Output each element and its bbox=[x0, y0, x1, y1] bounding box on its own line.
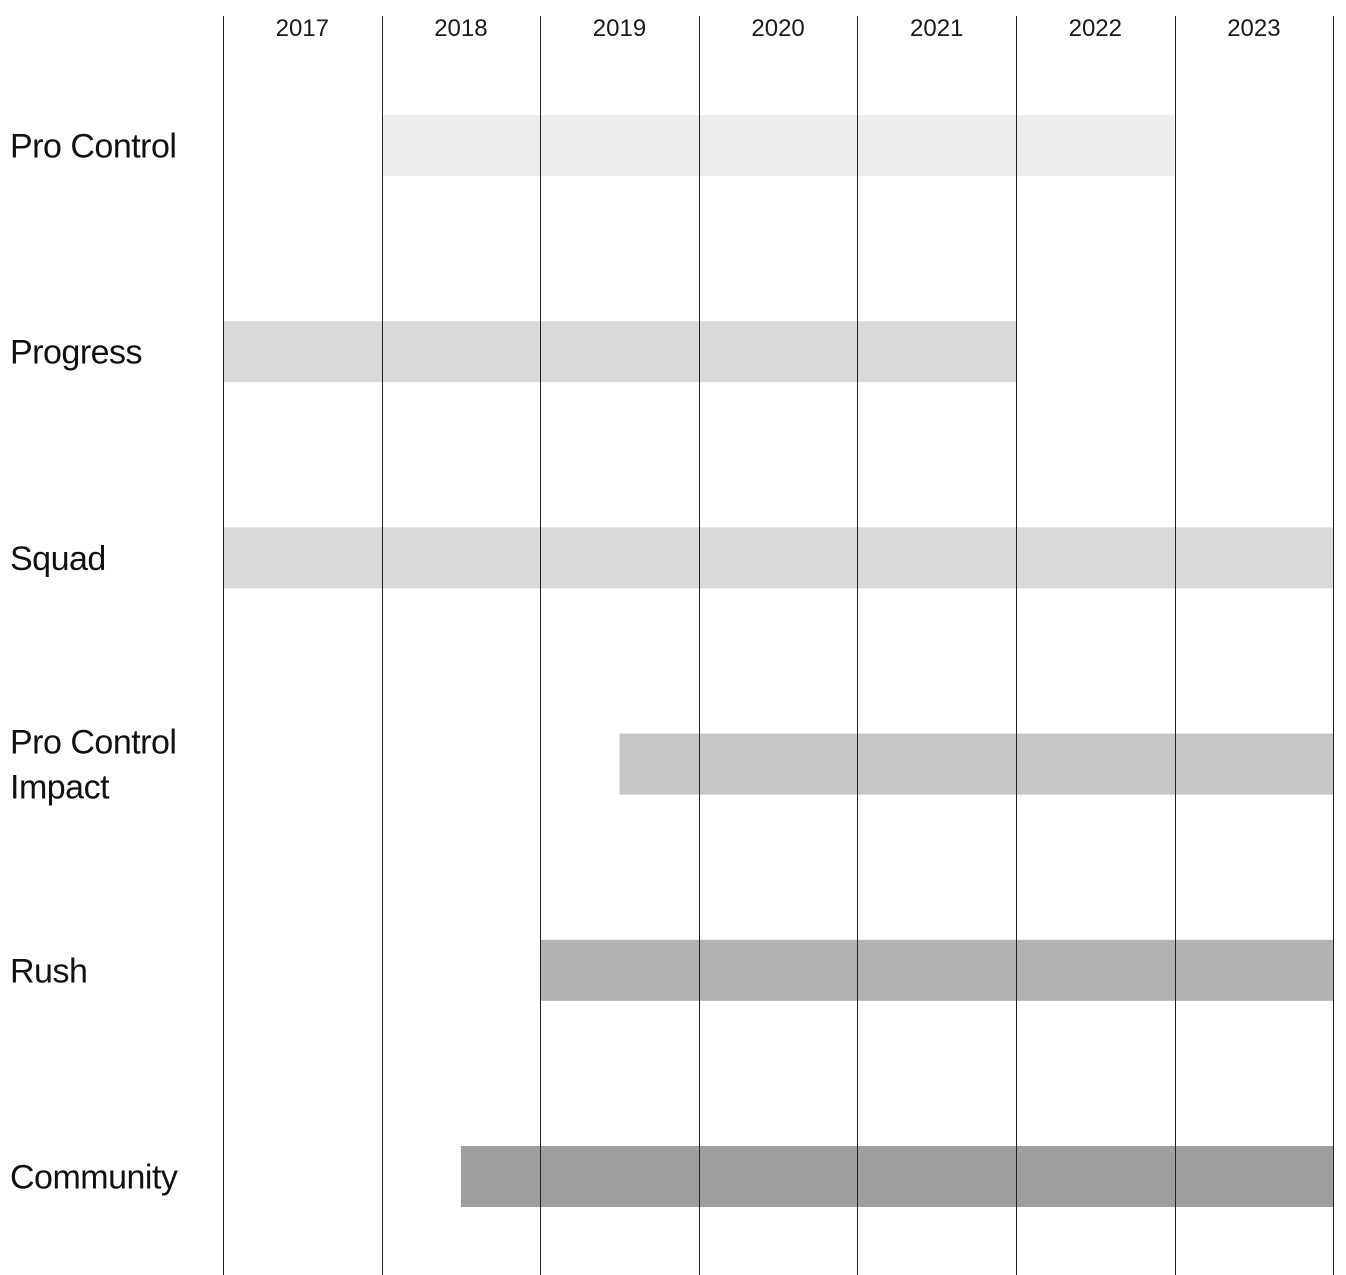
row-label-squad: Squad bbox=[10, 540, 106, 578]
row-label-line: Pro Control bbox=[10, 724, 176, 762]
row-label-line: Progress bbox=[10, 334, 142, 372]
row-label-pro-control: Pro Control bbox=[10, 128, 176, 166]
row-label-line: Pro Control bbox=[10, 128, 176, 166]
bar-rush bbox=[540, 939, 1334, 1001]
row-label-community: Community bbox=[10, 1159, 178, 1197]
row-labels-layer: Pro Control Progress Squad Pro Control Impac… bbox=[10, 128, 178, 1197]
year-tick-2022: 2022 bbox=[1069, 15, 1122, 42]
bar-pro-control-impact bbox=[619, 733, 1334, 795]
year-tick-2023: 2023 bbox=[1227, 15, 1280, 42]
year-ticks-layer: 2017 2018 2019 2020 2021 2022 2023 bbox=[276, 15, 1281, 42]
bars-layer bbox=[223, 115, 1334, 1207]
year-tick-2020: 2020 bbox=[751, 15, 804, 42]
row-label-progress: Progress bbox=[10, 334, 142, 372]
row-label-line: Rush bbox=[10, 952, 87, 990]
year-tick-2018: 2018 bbox=[434, 15, 487, 42]
gridlines-layer bbox=[223, 16, 1334, 1275]
row-label-rush: Rush bbox=[10, 952, 87, 990]
year-tick-2021: 2021 bbox=[910, 15, 963, 42]
bar-progress bbox=[223, 321, 1016, 383]
row-label-line: Community bbox=[10, 1159, 178, 1197]
bar-pro-control bbox=[381, 115, 1175, 176]
row-label-line: Impact bbox=[10, 769, 110, 807]
row-label-pro-control-impact: Pro Control Impact bbox=[10, 724, 176, 807]
bar-community bbox=[460, 1146, 1334, 1207]
bar-squad bbox=[223, 527, 1334, 589]
row-label-line: Squad bbox=[10, 540, 106, 578]
year-tick-2017: 2017 bbox=[276, 15, 329, 42]
year-tick-2019: 2019 bbox=[593, 15, 646, 42]
